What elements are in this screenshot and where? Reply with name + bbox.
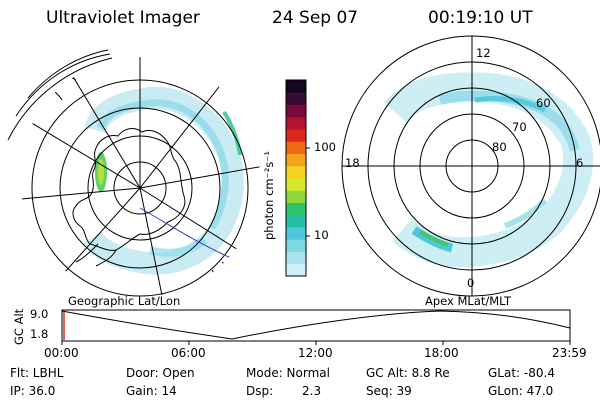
colorbar-swatch bbox=[286, 202, 306, 216]
mag-aurora-emission bbox=[383, 72, 594, 268]
colorbar-swatch bbox=[286, 129, 306, 142]
date-label: 24 Sep 07 bbox=[272, 8, 359, 28]
seq-info: Seq: 39 bbox=[366, 384, 412, 398]
geo-aurora-emission bbox=[82, 86, 244, 275]
colorbar-swatch bbox=[286, 141, 306, 154]
geographic-panel-label: Geographic Lat/Lon bbox=[68, 294, 181, 308]
colorbar-tick-100: 100 bbox=[314, 140, 336, 154]
colorbar-swatch bbox=[286, 251, 306, 265]
time-tick-0000: 00:00 bbox=[44, 346, 79, 360]
gain-info: Gain: 14 bbox=[126, 384, 177, 398]
colorbar-swatch bbox=[286, 178, 306, 191]
satellite-ground-track bbox=[139, 207, 241, 263]
time-tick-1200: 12:00 bbox=[298, 346, 333, 360]
mode-info: Mode: Normal bbox=[246, 366, 330, 380]
altitude-tick-min: 1.8 bbox=[30, 327, 49, 341]
colorbar-swatch bbox=[286, 165, 306, 179]
colorbar-swatch bbox=[286, 190, 306, 203]
altitude-strip bbox=[61, 309, 571, 345]
instrument-title: Ultraviolet Imager bbox=[46, 8, 200, 28]
south-america-coast bbox=[20, 261, 33, 284]
mlt-label-18: 18 bbox=[345, 156, 360, 170]
colorbar-swatch bbox=[286, 116, 306, 130]
colorbar-frame bbox=[285, 79, 307, 277]
dsp-value: 2.3 bbox=[302, 384, 322, 398]
time-tick-2359: 23:59 bbox=[552, 346, 587, 360]
colorbar-swatch bbox=[286, 214, 306, 228]
filter-info: Flt: LBHL bbox=[10, 366, 64, 380]
ip-info: IP: 36.0 bbox=[10, 384, 56, 398]
mlat-label-70: 70 bbox=[512, 120, 527, 134]
colorbar-swatch bbox=[286, 227, 306, 240]
colorbar-swatch bbox=[286, 80, 306, 93]
time-tick-0600: 06:00 bbox=[171, 346, 206, 360]
gc-alt-info: GC Alt: 8.8 Re bbox=[366, 366, 450, 380]
geographic-map bbox=[7, 49, 260, 297]
colorbar-swatch bbox=[286, 263, 306, 277]
colorbar-swatch bbox=[286, 92, 306, 105]
colorbar-unit-label: photon cm⁻²s⁻¹ bbox=[262, 151, 276, 240]
time-tick-1800: 18:00 bbox=[424, 346, 459, 360]
mlat-label-80: 80 bbox=[492, 140, 507, 154]
glat-info: GLat: -80.4 bbox=[488, 366, 555, 380]
colorbar-ticks bbox=[306, 147, 310, 237]
magnetic-panel-label: Apex MLat/MLT bbox=[425, 294, 512, 308]
colorbar-swatch bbox=[286, 153, 306, 167]
dsp-info: Dsp: bbox=[246, 384, 274, 398]
altitude-tick-max: 9.0 bbox=[30, 307, 49, 321]
mlt-label-12: 12 bbox=[476, 46, 491, 60]
colorbar bbox=[285, 79, 307, 277]
colorbar-swatch bbox=[286, 239, 306, 252]
altitude-axis-label: GC Alt bbox=[12, 308, 26, 345]
colorbar-tick-10: 10 bbox=[314, 228, 329, 242]
glon-info: GLon: 47.0 bbox=[488, 384, 554, 398]
mlt-label-6: 6 bbox=[576, 156, 584, 170]
door-info: Door: Open bbox=[126, 366, 195, 380]
magnetic-polar-plot bbox=[341, 35, 600, 297]
mlat-label-60: 60 bbox=[536, 96, 551, 110]
altitude-curve bbox=[61, 310, 571, 340]
time-label: 00:19:10 UT bbox=[428, 8, 533, 28]
mlt-label-0: 0 bbox=[467, 276, 475, 290]
colorbar-swatch bbox=[286, 104, 306, 118]
